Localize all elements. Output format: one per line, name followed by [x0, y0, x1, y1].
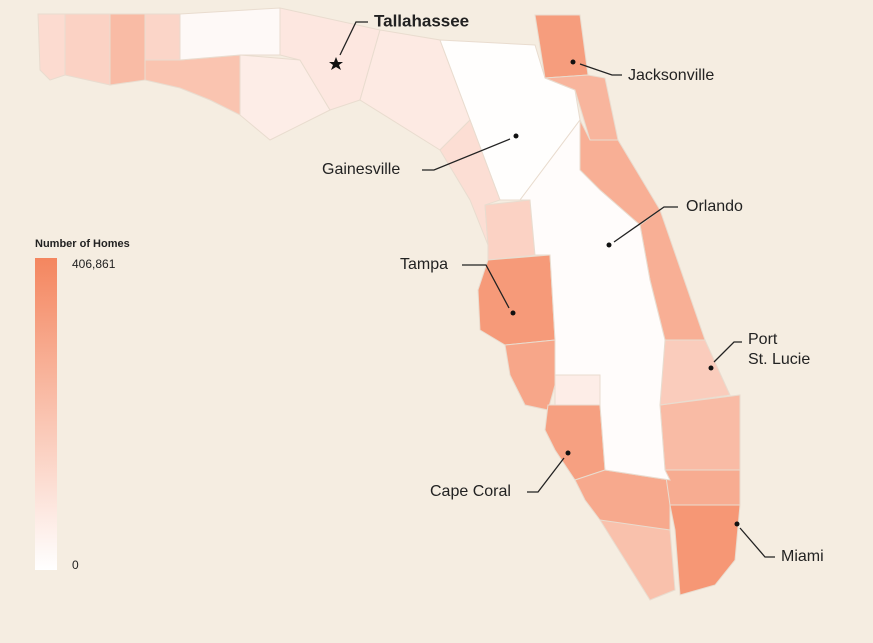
leader [713, 341, 742, 363]
county-region [544, 404, 606, 481]
county-region [599, 519, 676, 601]
county-region [109, 13, 146, 86]
county-region [574, 469, 671, 531]
county-region [659, 339, 731, 406]
city-label: Gainesville [322, 161, 400, 178]
city-label: Tampa [400, 256, 448, 273]
city-dot [570, 59, 576, 65]
county-region [659, 394, 741, 471]
leader [579, 63, 622, 76]
city-dot [513, 133, 519, 139]
county-region [64, 13, 111, 86]
county-region [500, 118, 671, 481]
city-markers [329, 57, 740, 527]
city-dot [708, 365, 714, 371]
city-dot [510, 310, 516, 316]
legend-scale [35, 258, 57, 570]
city-label: Port [748, 331, 778, 348]
county-region [144, 54, 241, 116]
city-label: St. Lucie [748, 351, 810, 368]
city-dot [734, 521, 740, 527]
county-region [534, 14, 589, 79]
city-label: Jacksonville [628, 67, 714, 84]
county-region [179, 7, 281, 61]
county-region [239, 54, 331, 141]
county-region [504, 339, 556, 411]
leader-lines [339, 21, 775, 558]
leader [613, 206, 678, 243]
city-dot [606, 242, 612, 248]
legend-title: Number of Homes [35, 238, 130, 250]
county-region [37, 13, 66, 81]
legend-min: 0 [72, 558, 79, 572]
capital-label: Tallahassee [374, 11, 469, 30]
leader [462, 264, 510, 309]
leader [422, 138, 511, 171]
city-dot [565, 450, 571, 456]
county-region [669, 504, 741, 596]
county-region [554, 374, 601, 406]
county-region [664, 469, 741, 506]
leader [527, 457, 565, 493]
legend-max: 406,861 [72, 257, 116, 271]
leader [739, 527, 775, 558]
city-labels: Tallahassee Jacksonville Gainesville Orl… [322, 11, 824, 565]
city-label: Orlando [686, 198, 743, 215]
capital-star [329, 57, 343, 70]
city-label: Miami [781, 548, 824, 565]
county-region [484, 199, 536, 261]
city-label: Cape Coral [430, 483, 511, 500]
county-region [477, 254, 556, 346]
leader [339, 21, 368, 56]
regions [37, 7, 741, 601]
